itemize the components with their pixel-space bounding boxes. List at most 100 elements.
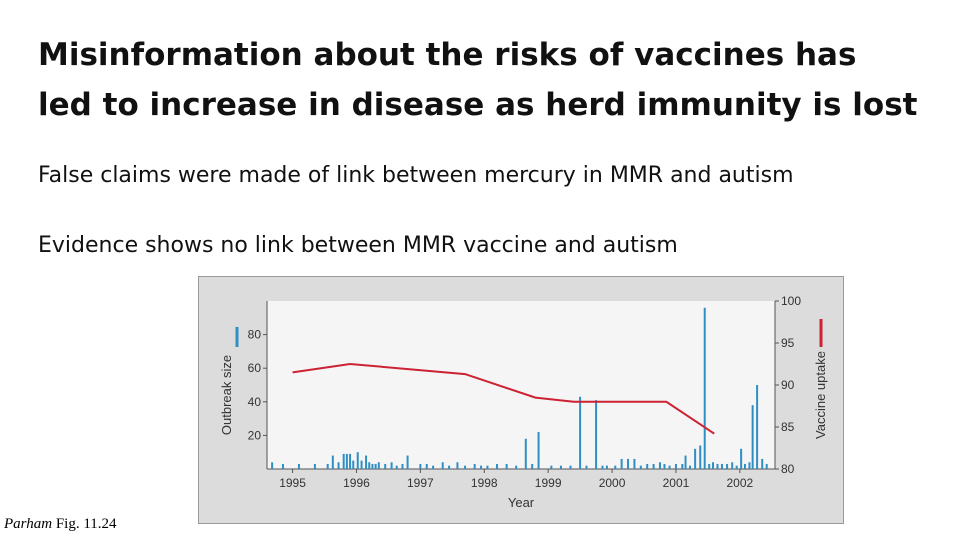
outbreak-bar	[765, 463, 768, 469]
outbreak-bar	[731, 462, 734, 469]
uptake-line	[292, 362, 715, 435]
outbreak-bar	[663, 463, 666, 469]
outbreak-bar	[377, 462, 380, 469]
outbreak-bar	[620, 458, 623, 469]
outbreak-bar	[448, 465, 451, 469]
outbreak-bar	[674, 463, 677, 469]
outbreak-bar	[456, 462, 459, 469]
outbreak-bar	[515, 465, 518, 469]
outbreak-bar	[579, 396, 582, 469]
x-axis: 1995 1996 1997 1998 1999 2000 2001 2002	[267, 468, 775, 490]
left-tick-label: 80	[248, 328, 262, 342]
outbreak-bar	[352, 460, 355, 469]
caption-author: Parham	[4, 516, 53, 532]
outbreak-bar	[627, 458, 630, 469]
outbreak-bar	[633, 458, 636, 469]
outbreak-bar	[699, 445, 702, 469]
outbreak-bar	[595, 400, 598, 469]
outbreak-bar	[480, 465, 483, 469]
x-tick-label: 1996	[343, 476, 370, 490]
outbreak-bar	[668, 465, 671, 469]
figure-caption: Parham Fig. 11.24	[4, 516, 117, 533]
outbreak-bar	[406, 455, 409, 469]
bullet-evidence: Evidence shows no link between MMR vacci…	[38, 233, 678, 258]
outbreak-bar	[761, 458, 764, 469]
outbreak-bar	[684, 455, 687, 469]
y-axis-right-label: Vaccine uptake	[813, 351, 828, 439]
outbreak-bar	[473, 463, 476, 469]
y-axis-left-label: Outbreak size	[219, 355, 234, 435]
outbreak-bar	[652, 463, 655, 469]
outbreak-bars	[271, 307, 768, 469]
outbreak-bar	[432, 465, 435, 469]
outbreak-bar	[735, 465, 738, 469]
left-tick-label: 40	[248, 395, 262, 409]
outbreak-bar	[585, 465, 588, 469]
outbreak-bar	[297, 463, 300, 469]
outbreak-bar	[712, 462, 715, 469]
outbreak-bar	[751, 405, 754, 469]
x-tick-label: 1995	[279, 476, 306, 490]
outbreak-bar	[720, 463, 723, 469]
outbreak-bar	[716, 463, 719, 469]
outbreak-bar	[708, 463, 711, 469]
right-tick-label: 100	[781, 294, 801, 308]
outbreak-bar	[559, 465, 562, 469]
outbreak-bar	[360, 460, 363, 469]
x-tick-label: 1998	[471, 476, 498, 490]
x-tick-label: 2002	[727, 476, 754, 490]
x-tick-label: 2001	[663, 476, 690, 490]
outbreak-bar	[496, 463, 499, 469]
outbreak-bar	[531, 463, 534, 469]
left-tick-label: 60	[248, 361, 262, 375]
outbreak-bar	[740, 448, 743, 469]
outbreak-bar	[281, 463, 284, 469]
outbreak-bar	[441, 462, 444, 469]
outbreak-bar	[271, 462, 274, 469]
slide-title: Misinformation about the risks of vaccin…	[38, 30, 938, 130]
figure-panel: 20 40 60 80 80 85 90 95 100 1995 1996 1997 1998 199…	[198, 276, 844, 524]
outbreak-bar	[646, 463, 649, 469]
outbreak-bar	[395, 465, 398, 469]
right-tick-label: 95	[781, 336, 795, 350]
outbreak-bar	[703, 307, 706, 469]
outbreak-bar	[569, 465, 572, 469]
outbreak-bar	[464, 465, 467, 469]
right-axis: 80 85 90 95 100	[774, 294, 801, 476]
x-tick-label: 2000	[599, 476, 626, 490]
caption-reference: Fig. 11.24	[55, 516, 117, 532]
outbreak-bar	[550, 465, 553, 469]
outbreak-bar	[371, 463, 374, 469]
right-tick-label: 85	[781, 420, 795, 434]
outbreak-bar	[639, 465, 642, 469]
outbreak-bar	[419, 463, 422, 469]
outbreak-bar	[342, 453, 345, 469]
outbreak-bar	[313, 463, 316, 469]
outbreak-bar	[356, 452, 359, 469]
outbreak-bar	[726, 463, 729, 469]
outbreak-bar	[694, 448, 697, 469]
outbreak-bar	[384, 463, 387, 469]
outbreak-bar	[390, 462, 393, 469]
right-tick-label: 90	[781, 378, 795, 392]
left-axis: 20 40 60 80	[248, 301, 268, 469]
outbreak-bar	[658, 462, 661, 469]
outbreak-bar	[524, 438, 527, 469]
outbreak-bar	[349, 453, 352, 469]
outbreak-bar	[743, 463, 746, 469]
outbreak-bar	[681, 463, 684, 469]
plot-area	[267, 301, 775, 469]
x-tick-label: 1997	[407, 476, 434, 490]
outbreak-bar	[337, 462, 340, 469]
outbreak-bar	[365, 455, 368, 469]
slide-title-line-1: Misinformation about the risks of vaccin…	[38, 37, 857, 73]
uptake-line-group	[292, 362, 715, 435]
x-tick-label: 1999	[535, 476, 562, 490]
outbreak-bar	[368, 462, 371, 469]
outbreak-bar	[614, 465, 617, 469]
outbreak-bar	[401, 463, 404, 469]
outbreak-bar	[505, 463, 508, 469]
outbreak-bar	[345, 453, 348, 469]
outbreak-bar	[605, 465, 608, 469]
